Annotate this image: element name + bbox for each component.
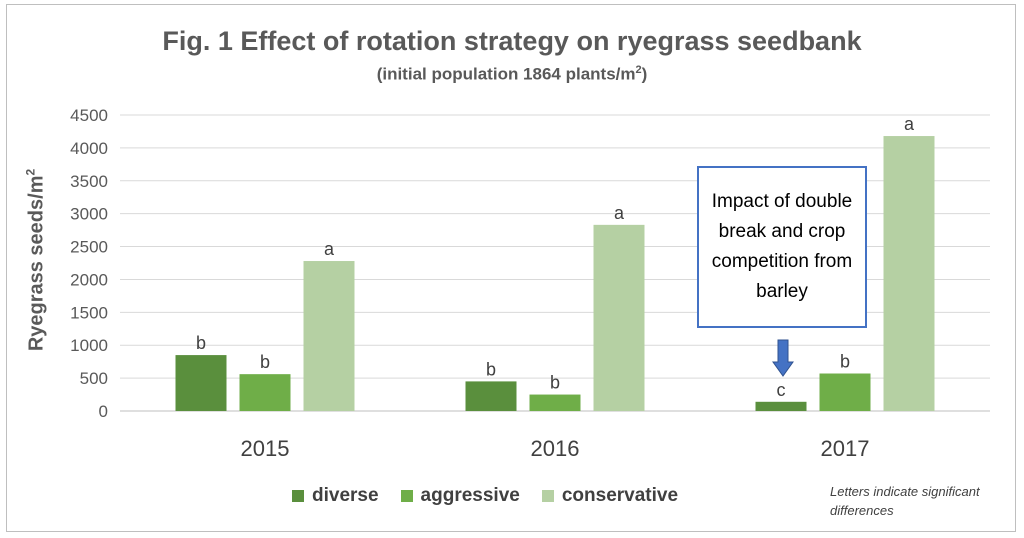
legend-swatch-conservative [541, 490, 554, 502]
significance-note: Letters indicate significant differences [830, 484, 980, 518]
annotation-callout: Impact of double break and crop competit… [697, 166, 867, 328]
y-tick-label: 2000 [70, 270, 108, 289]
data-label-letter: a [324, 239, 335, 259]
bar-aggressive-2015 [239, 374, 291, 411]
y-tick-label: 1000 [70, 336, 108, 355]
legend-label-aggressive: aggressive [420, 485, 520, 506]
data-label-letter: b [260, 352, 270, 372]
bar-aggressive-2017 [819, 373, 871, 411]
chart-subtitle: (initial population 1864 plants/m2) [0, 64, 1024, 85]
legend-label-conservative: conservative [561, 485, 679, 506]
x-tick-label: 2017 [821, 436, 870, 461]
legend-item-conservative: conservative [541, 485, 679, 507]
bar-conservative-2015 [303, 261, 355, 411]
legend-item-aggressive: aggressive [400, 485, 520, 507]
y-tick-label: 1500 [70, 303, 108, 322]
x-tick-label: 2015 [241, 436, 290, 461]
y-tick-label: 4000 [70, 139, 108, 158]
legend-label-diverse: diverse [312, 485, 379, 506]
down-arrow-icon [772, 339, 794, 377]
legend-swatch-diverse [292, 490, 304, 502]
bar-diverse-2015 [175, 355, 227, 411]
x-tick-label: 2016 [531, 436, 580, 461]
legend-swatch-aggressive [400, 490, 413, 502]
bar-conservative-2016 [593, 224, 645, 411]
data-label-letter: a [614, 203, 625, 223]
data-label-letter: a [904, 114, 915, 134]
data-label-letter: b [196, 333, 206, 353]
data-label-letter: b [486, 359, 496, 379]
bar-conservative-2017 [883, 136, 935, 411]
bar-diverse-2017 [755, 401, 807, 411]
chart-title: Fig. 1 Effect of rotation strategy on ry… [162, 26, 862, 56]
y-tick-label: 2500 [70, 238, 108, 257]
subtitle-text: (initial population 1864 plants/m [376, 64, 636, 84]
y-tick-label: 500 [80, 369, 108, 388]
y-tick-label: 0 [99, 402, 108, 421]
data-label-letter: b [840, 352, 850, 372]
y-tick-label: 3000 [70, 205, 108, 224]
data-label-letter: c [777, 380, 786, 400]
legend-item-diverse: diverse [292, 485, 379, 507]
y-tick-label: 3500 [70, 172, 108, 191]
subtitle-close: ) [641, 64, 648, 84]
data-label-letter: b [550, 373, 560, 393]
legend: diverse aggressive conservative [292, 484, 700, 508]
subtitle-superscript: 2 [635, 64, 642, 76]
bar-aggressive-2016 [529, 394, 581, 411]
bar-diverse-2016 [465, 381, 517, 411]
y-tick-label: 4500 [70, 106, 108, 125]
